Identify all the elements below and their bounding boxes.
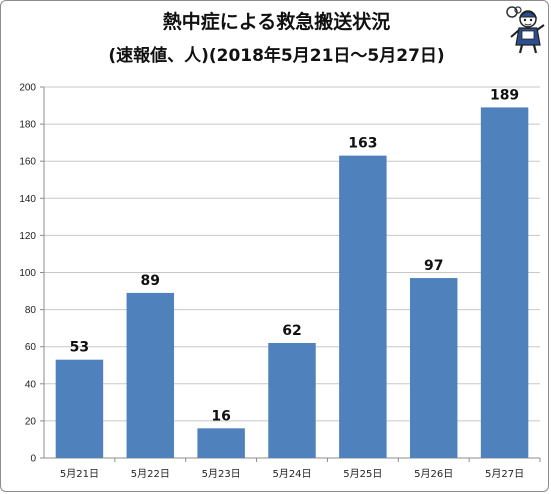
x-tick-label: 5月23日: [202, 468, 241, 480]
x-tick-label: 5月24日: [272, 468, 311, 480]
bar: [126, 292, 175, 458]
y-tick-label: 160: [19, 157, 36, 168]
data-label: 89: [141, 273, 160, 289]
bar: [268, 342, 316, 458]
y-tick-label: 80: [25, 305, 37, 316]
bar: [339, 155, 387, 458]
x-tick-label: 5月22日: [131, 468, 170, 480]
y-tick-label: 120: [19, 231, 36, 242]
y-tick-label: 0: [30, 454, 36, 465]
data-label: 16: [211, 408, 230, 424]
y-tick-label: 100: [19, 268, 36, 279]
data-label: 62: [282, 323, 301, 339]
y-tick-label: 200: [19, 83, 36, 94]
chart-subtitle: (速報値、人)(2018年5月21日〜5月27日): [108, 46, 445, 66]
bar: [197, 428, 245, 458]
y-tick-label: 40: [25, 379, 37, 390]
y-tick-label: 20: [25, 416, 37, 427]
y-tick-label: 60: [25, 342, 37, 353]
x-tick-label: 5月26日: [414, 468, 453, 480]
x-tick-label: 5月27日: [485, 468, 524, 480]
data-label: 189: [490, 87, 519, 103]
bar: [480, 107, 529, 458]
bar: [409, 278, 458, 458]
data-label: 53: [70, 340, 89, 356]
x-tick-label: 5月21日: [60, 468, 99, 480]
bar: [55, 359, 104, 458]
data-label: 97: [424, 258, 443, 274]
x-tick-label: 5月25日: [343, 468, 382, 480]
y-tick-label: 140: [19, 194, 36, 205]
mascot-character-icon: [506, 6, 545, 54]
chart-title: 熱中症による救急搬送状況: [162, 11, 391, 33]
y-tick-label: 180: [19, 120, 36, 131]
data-label: 163: [348, 136, 377, 152]
